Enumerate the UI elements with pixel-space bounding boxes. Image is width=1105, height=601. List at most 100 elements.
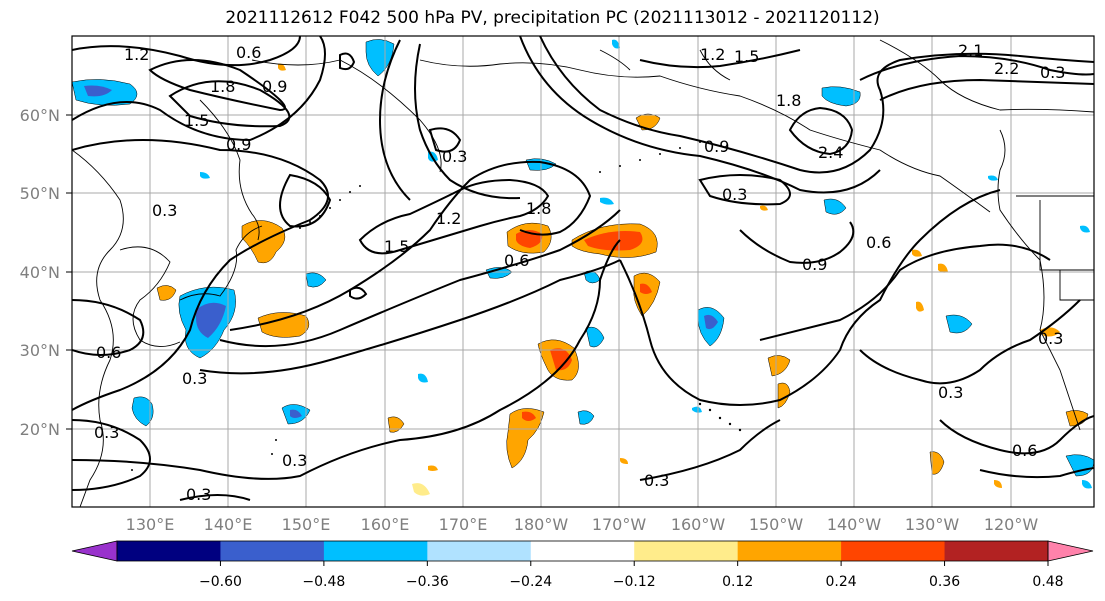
contour-label: 0.6 [504,251,529,270]
contour-label: 2.4 [818,143,843,162]
colorbar-cell [737,541,842,561]
precip-negative-core [196,302,226,338]
lat-axis: 60°N 50°N 40°N 30°N 20°N [20,106,72,439]
contour-label: 0.3 [182,369,207,388]
precip-negative-blob [200,172,210,179]
precip-positive-blob [767,355,791,377]
colorbar-tick-label: 0.12 [722,574,753,590]
colorbar: −0.60 −0.48 −0.36 −0.24 −0.12 0.12 0.24 0.36 0.4… [71,540,1094,590]
contour-label: 2.2 [994,59,1019,78]
precip-positive-core [640,283,652,294]
lon-tick-label: 160°W [671,515,726,534]
precip-negative-blob [585,326,605,348]
contour-label: 0.3 [152,201,177,220]
contour-label: 0.3 [282,451,307,470]
contour-label: 0.3 [938,383,963,402]
precip-positive-core [522,411,536,421]
contour-label: 1.8 [210,77,235,96]
colorbar-tick-label: 0.48 [1032,574,1063,590]
precip-positive-blob [916,301,924,312]
precip-negative-blob [577,410,595,425]
chart-title: 2021112612 F042 500 hPa PV, precipitatio… [225,8,880,28]
precip-positive-blob [278,63,286,71]
contour-label: 1.5 [184,111,209,130]
precip-negative-blob [1080,225,1090,233]
contour-label: 1.2 [700,45,725,64]
precip-negative-blob [988,175,998,181]
precip-negative-core [290,409,302,418]
colorbar-tick-label: 0.36 [929,574,960,590]
contour-label: 0.6 [866,233,891,252]
precip-positive-blob [777,382,791,409]
lon-tick-label: 180°W [514,515,569,534]
precip-negative-core [84,85,112,97]
colorbar-outline [116,540,1049,562]
precip-positive-blob [912,249,922,257]
precip-negative-blob [305,272,327,288]
lon-tick-label: 150°W [749,515,804,534]
precip-positive-blob [428,465,438,471]
precip-positive-blob [506,408,545,469]
colorbar-tick-label: −0.48 [302,574,345,590]
precip-positive-core [584,231,643,251]
lat-tick-label: 20°N [20,420,60,439]
colorbar-cells [117,541,1049,561]
precip-negative-blob [131,396,154,427]
precip-positive-blob [156,285,177,301]
colorbar-tick-label: 0.24 [826,574,857,590]
contour-label: 1.2 [124,45,149,64]
precip-negative-blob [612,39,620,49]
precip-negative-blob [1082,480,1092,489]
colorbar-tick-label: −0.24 [509,574,552,590]
contour-label: 0.3 [1038,329,1063,348]
contour-label: 0.9 [802,255,827,274]
colorbar-cell [634,541,739,561]
lon-tick-label: 140°E [204,515,253,534]
precip-negative-blob [692,406,702,413]
precip-positive-blob [994,480,1002,488]
contour-label: 0.9 [704,137,729,156]
lon-tick-label: 150°E [282,515,331,534]
contour-label: 0.3 [442,147,467,166]
contour-label: 0.9 [226,135,251,154]
colorbar-tick-label: −0.60 [199,574,242,590]
contour-label: 0.6 [236,43,261,62]
contour-label: 0.3 [1040,63,1065,82]
contour-labels: 1.2 0.6 0.9 1.8 1.5 0.9 0.3 1.2 1.5 2.1 … [94,41,1065,504]
lon-tick-label: 130°W [905,515,960,534]
lon-tick-label: 130°E [126,515,175,534]
contour-label: 1.5 [384,237,409,256]
lat-tick-label: 30°N [20,341,60,360]
lat-tick-label: 50°N [20,184,60,203]
map-content: 1.2 0.6 0.9 1.8 1.5 0.9 0.3 1.2 1.5 2.1 … [72,36,1094,507]
contour-label: 1.5 [734,47,759,66]
precip-positive-blob [938,263,948,273]
contour-label: 0.3 [644,471,669,490]
contour-label: 0.3 [94,423,119,442]
precip-negative-blob [945,314,973,334]
colorbar-cell [944,541,1049,561]
precip-positive-blob [760,205,768,211]
colorbar-ticks: −0.60 −0.48 −0.36 −0.24 −0.12 0.12 0.24 0.36 0.4… [199,561,1064,590]
precip-positive-blob [620,458,628,464]
colorbar-right-extension [1047,540,1094,562]
precip-positive-blob [387,416,405,433]
colorbar-tick-label: −0.36 [406,574,449,590]
precip-positive-core [550,348,572,371]
colorbar-tick-label: −0.12 [613,574,656,590]
precip-negative-blob [821,86,861,107]
contour-label: 0.9 [262,77,287,96]
lon-tick-label: 120°W [984,515,1039,534]
colorbar-cell [530,541,635,561]
lon-tick-label: 160°E [361,515,410,534]
contour-label: 0.6 [96,343,121,362]
pv-contours [72,36,1094,501]
precip-negative-blob [418,373,428,383]
precip-negative-blob [365,39,395,77]
precip-fields [72,39,1094,496]
contour-label: 0.3 [722,185,747,204]
colorbar-cell [117,541,221,561]
contour-label: 1.2 [436,209,461,228]
contour-label: 1.8 [776,91,801,110]
